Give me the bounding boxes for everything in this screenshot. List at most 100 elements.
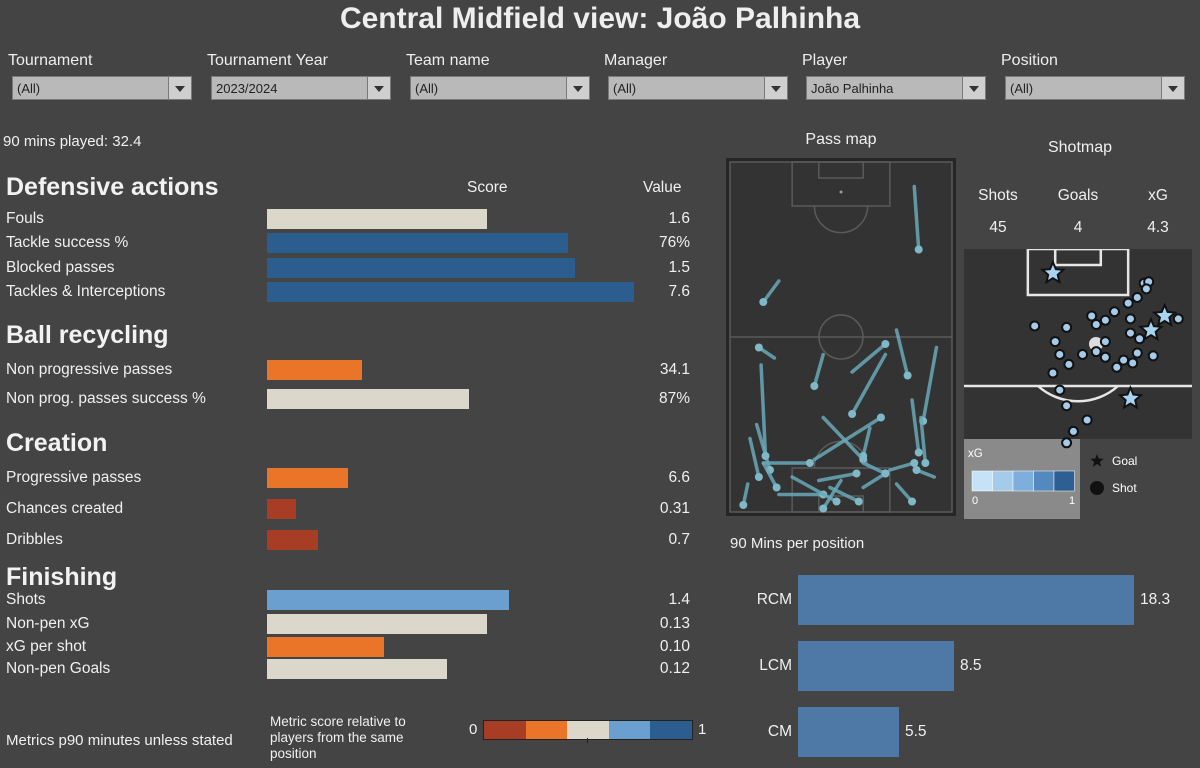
pass-map [726, 158, 956, 516]
positions-title: 90 Mins per position [730, 535, 865, 552]
chevron-down-icon[interactable] [566, 77, 589, 99]
shot-marker [1108, 306, 1120, 318]
pass-line [812, 415, 883, 462]
pass-end-point [881, 469, 890, 478]
metric-score-bar [267, 614, 487, 634]
metric-value: 0.7 [668, 531, 690, 548]
chevron-down-icon[interactable] [764, 77, 787, 99]
shot-marker [1054, 348, 1066, 360]
pass-line [861, 461, 888, 476]
filter-value: (All) [613, 81, 637, 96]
pass-line [894, 328, 910, 378]
position-label: RCM [756, 591, 792, 608]
xg-legend-min: 0 [972, 495, 979, 507]
shot-stat-value: 4 [1073, 219, 1083, 236]
metric-label: Chances created [6, 500, 124, 517]
filter-dropdown[interactable]: (All) [12, 76, 192, 100]
shot-marker [1047, 367, 1059, 379]
filter-value: (All) [1010, 81, 1034, 96]
pass-end-point [914, 245, 923, 254]
metric-value: 87% [658, 390, 690, 407]
shot-marker [1172, 313, 1184, 325]
shot-marker [1077, 348, 1089, 360]
score-header: Score [467, 179, 508, 196]
metric-score-bar [267, 233, 568, 253]
pass-end-point [754, 343, 763, 352]
shot-legend-icon [1090, 481, 1104, 495]
metric-label: Non prog. passes success % [6, 390, 206, 407]
chevron-down-icon[interactable] [1161, 77, 1184, 99]
metric-label: Tackle success % [6, 234, 129, 251]
filter-dropdown[interactable]: João Palhinha [806, 76, 986, 100]
metric-value: 6.6 [668, 469, 690, 486]
pass-line [919, 415, 928, 465]
shot-marker [1131, 291, 1143, 303]
position-label: CM [767, 723, 792, 740]
metric-value: 1.5 [668, 259, 690, 276]
pass-line [861, 471, 888, 490]
position-value: 8.5 [960, 657, 982, 674]
score-legend-text: Metric score relative to players from th… [270, 714, 406, 761]
filter-value: 2023/2024 [216, 81, 278, 96]
position-bar [798, 707, 899, 757]
section-title: Ball recycling [6, 321, 169, 349]
goal-marker [1151, 302, 1178, 327]
chevron-down-icon[interactable] [962, 77, 985, 99]
metric-score-bar [267, 637, 384, 657]
shot-marker [1049, 336, 1061, 348]
pass-map-title: Pass map [805, 131, 877, 148]
section-title: Finishing [6, 563, 118, 591]
metric-value: 7.6 [668, 283, 690, 300]
filter-dropdown[interactable]: (All) [608, 76, 788, 100]
filter-dropdown[interactable]: 2023/2024 [211, 76, 391, 100]
pass-line [888, 461, 917, 472]
filter-value: (All) [415, 81, 439, 96]
metric-score-bar [267, 468, 348, 488]
shot-marker [1061, 437, 1073, 449]
pass-end-point [759, 298, 768, 306]
value-header: Value [643, 179, 682, 196]
shot-marker [1111, 361, 1123, 373]
shot-marker [1140, 283, 1152, 295]
metric-value: 0.12 [659, 660, 690, 677]
metric-score-bar [267, 530, 318, 550]
xg-legend-max: 1 [1069, 495, 1076, 507]
legend-swatch [650, 721, 692, 739]
shot-marker [1054, 384, 1066, 396]
pass-end-point [910, 459, 919, 467]
filter-dropdown[interactable]: (All) [410, 76, 590, 100]
goal-legend-icon [1090, 454, 1104, 467]
goal-marker [1040, 259, 1066, 285]
section-title: Creation [6, 429, 108, 457]
filter-dropdown[interactable]: (All) [1005, 76, 1185, 100]
pass-line [912, 184, 921, 252]
metric-value: 1.6 [668, 210, 690, 227]
pass-end-point [903, 371, 912, 380]
shot-marker [1061, 400, 1073, 412]
pass-end-point [876, 413, 885, 422]
metric-label: Non-pen Goals [6, 660, 111, 677]
page-title: Central Midfield view: João Palhinha [339, 2, 861, 35]
legend-swatch [484, 721, 526, 739]
shot-legend-right-bg [1080, 439, 1192, 519]
pass-end-point [761, 452, 770, 460]
filter-label: Manager [604, 52, 668, 69]
shot-marker [1099, 314, 1111, 326]
pass-end-point [859, 455, 868, 464]
pass-end-point [912, 466, 921, 474]
shot-marker [1063, 358, 1075, 370]
pass-line [850, 342, 888, 374]
shot-marker [1090, 319, 1102, 331]
chevron-down-icon[interactable] [367, 77, 390, 99]
metric-score-bar [267, 590, 509, 610]
metric-label: Non-pen xG [6, 615, 90, 632]
six-yard-box-bottom [818, 495, 864, 513]
filter-value: (All) [17, 81, 41, 96]
chevron-down-icon[interactable] [168, 77, 191, 99]
shot-marker [1127, 357, 1139, 369]
metric-value: 0.10 [659, 638, 690, 655]
legend-shot-label: Shot [1112, 481, 1137, 495]
metric-label: Shots [6, 591, 46, 608]
pass-end-point [908, 497, 917, 506]
position-bar [798, 575, 1134, 625]
